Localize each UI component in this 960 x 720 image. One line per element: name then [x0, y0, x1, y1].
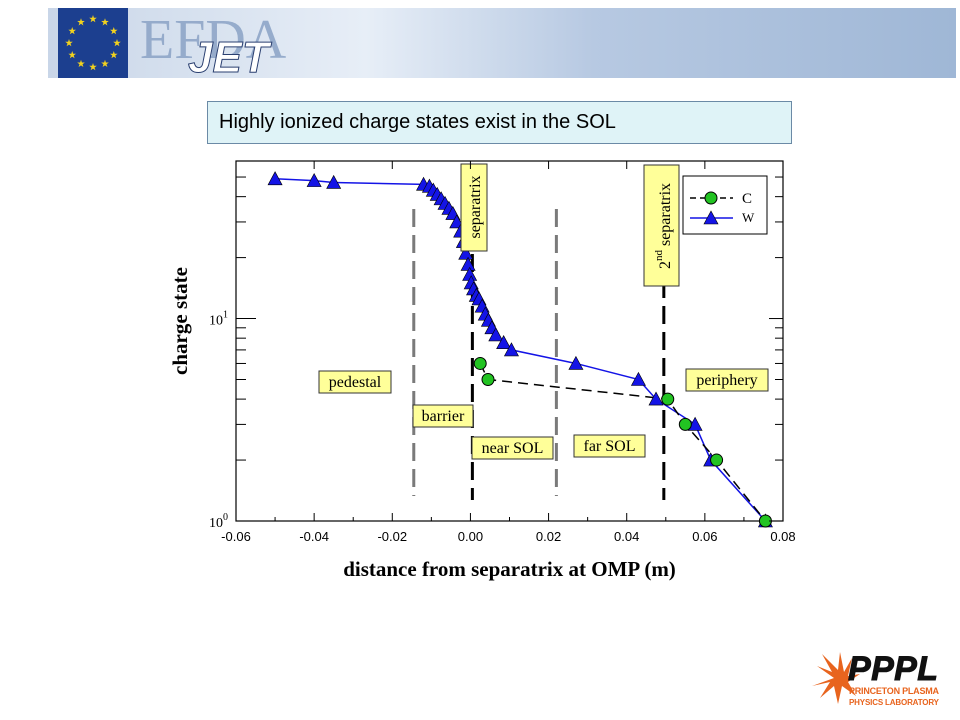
- legend-marker-w: [703, 210, 719, 225]
- star-icon: [113, 39, 121, 47]
- c-point: [710, 453, 724, 467]
- x-tick-label: 0.08: [770, 529, 795, 544]
- x-tick-label: -0.02: [377, 529, 407, 544]
- x-tick-label: 0.00: [458, 529, 483, 544]
- c-point: [661, 392, 675, 406]
- x-tick-label: -0.04: [299, 529, 329, 544]
- w-point: [458, 245, 474, 260]
- star-icon: [89, 15, 97, 23]
- y-tick-label: 101: [209, 310, 228, 329]
- star-icon: [68, 27, 76, 35]
- star-icon: [101, 59, 109, 67]
- second-separatrix-label: 2nd separatrix: [653, 183, 674, 269]
- w-point: [267, 171, 283, 186]
- region-label: far SOL: [584, 438, 636, 455]
- w-point: [488, 327, 504, 342]
- star-icon: [77, 18, 85, 26]
- star-icon: [89, 63, 97, 71]
- star-icon: [68, 51, 76, 59]
- star-icon: [110, 27, 118, 35]
- star-icon: [65, 39, 73, 47]
- region-label-box: [471, 436, 554, 460]
- second-separatrix-label-box: [643, 164, 680, 287]
- separatrix-label-box: [460, 163, 488, 252]
- region-label: barrier: [422, 408, 465, 425]
- efda-jet-banner: EFDA JET: [48, 8, 956, 78]
- slide-subtitle: Highly ionized charge states exist in th…: [207, 101, 792, 144]
- x-tick-label: -0.06: [221, 529, 251, 544]
- x-tick-label: 0.02: [536, 529, 561, 544]
- pppl-line2: PHYSICS LABORATORY: [849, 698, 940, 707]
- star-icon: [77, 59, 85, 67]
- x-axis-label: distance from separatrix at OMP (m): [343, 557, 676, 581]
- pppl-line1: PRINCETON PLASMA: [849, 686, 940, 696]
- legend-label-c: C: [742, 191, 752, 207]
- jet-logo-text: JET: [188, 33, 272, 78]
- y-tick-label: 100: [209, 512, 228, 531]
- region-label: near SOL: [482, 440, 544, 457]
- region-label-box: [685, 368, 769, 392]
- pppl-text: PPPL: [848, 650, 938, 688]
- y-axis-label: charge state: [168, 267, 192, 375]
- legend-box: [682, 175, 768, 235]
- region-label-box: [318, 370, 392, 394]
- w-point: [326, 174, 342, 189]
- w-point: [306, 172, 322, 187]
- c-point: [473, 356, 487, 370]
- w-point: [568, 355, 584, 370]
- efda-logo-text: EFDA: [140, 9, 287, 71]
- c-point: [481, 372, 495, 386]
- region-label: pedestal: [329, 374, 382, 391]
- pppl-sun-icon: [812, 652, 860, 704]
- region-label: periphery: [696, 372, 757, 389]
- legend-marker-c: [704, 191, 718, 205]
- region-label-box: [573, 434, 646, 458]
- w-point: [648, 391, 664, 406]
- x-tick-label: 0.04: [614, 529, 639, 544]
- w-point: [630, 371, 646, 386]
- region-label-box: [412, 404, 474, 428]
- star-icon: [101, 18, 109, 26]
- eu-stars-icon: [65, 15, 121, 71]
- w-point: [503, 342, 519, 357]
- pppl-logo: PPPL PRINCETON PLASMA PHYSICS LABORATORY: [812, 650, 940, 707]
- legend-label-w: W: [742, 210, 755, 225]
- x-tick-label: 0.06: [692, 529, 717, 544]
- star-icon: [110, 51, 118, 59]
- w-point: [496, 335, 512, 349]
- separatrix-label: separatrix: [467, 175, 484, 238]
- c-point: [678, 417, 692, 431]
- series-line-c: [479, 363, 767, 522]
